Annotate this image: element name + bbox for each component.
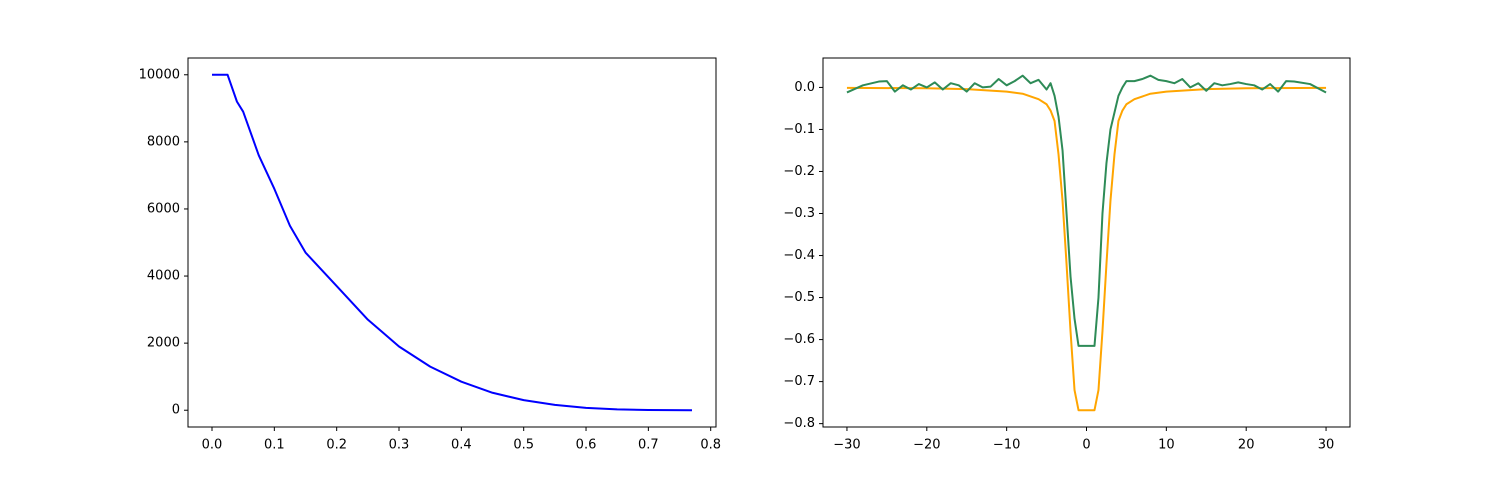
x-tick-label: 0 (1082, 438, 1090, 453)
y-tick-label: 4000 (147, 269, 180, 284)
y-tick-label: 2000 (147, 336, 180, 351)
x-tick-label: −10 (993, 438, 1020, 453)
x-tick-label: 0.8 (700, 438, 721, 453)
y-tick-label: −0.5 (783, 290, 815, 305)
y-tick-label: 10000 (139, 67, 180, 82)
x-tick-label: 0.0 (202, 438, 223, 453)
data-line (846, 86, 1327, 412)
y-tick-label: 8000 (147, 134, 180, 149)
y-tick-label: 6000 (147, 201, 180, 216)
data-line (212, 73, 693, 412)
y-tick-label: −0.4 (783, 248, 815, 263)
x-tick-label: 0.5 (513, 438, 534, 453)
x-tick-label: 0.4 (451, 438, 472, 453)
x-tick-label: −20 (913, 438, 940, 453)
y-tick-label: −0.3 (783, 206, 815, 221)
data-line (846, 74, 1327, 347)
x-tick-label: 20 (1238, 438, 1255, 453)
axes-frame (822, 57, 1351, 428)
y-tick-label: −0.2 (783, 164, 815, 179)
axes-frame (187, 57, 717, 428)
x-tick-label: −30 (833, 438, 860, 453)
x-tick-label: 0.2 (326, 438, 347, 453)
x-tick-label: 0.6 (576, 438, 597, 453)
x-tick-label: 0.1 (264, 438, 285, 453)
y-tick-label: 0 (172, 403, 180, 418)
x-tick-label: 0.7 (638, 438, 659, 453)
y-tick-label: −0.8 (783, 416, 815, 431)
x-tick-label: 0.3 (389, 438, 410, 453)
x-tick-label: 30 (1318, 438, 1335, 453)
y-tick-label: −0.6 (783, 332, 815, 347)
y-tick-label: −0.1 (783, 122, 815, 137)
x-tick-label: 10 (1158, 438, 1175, 453)
y-tick-label: 0.0 (794, 80, 815, 95)
y-tick-label: −0.7 (783, 374, 815, 389)
